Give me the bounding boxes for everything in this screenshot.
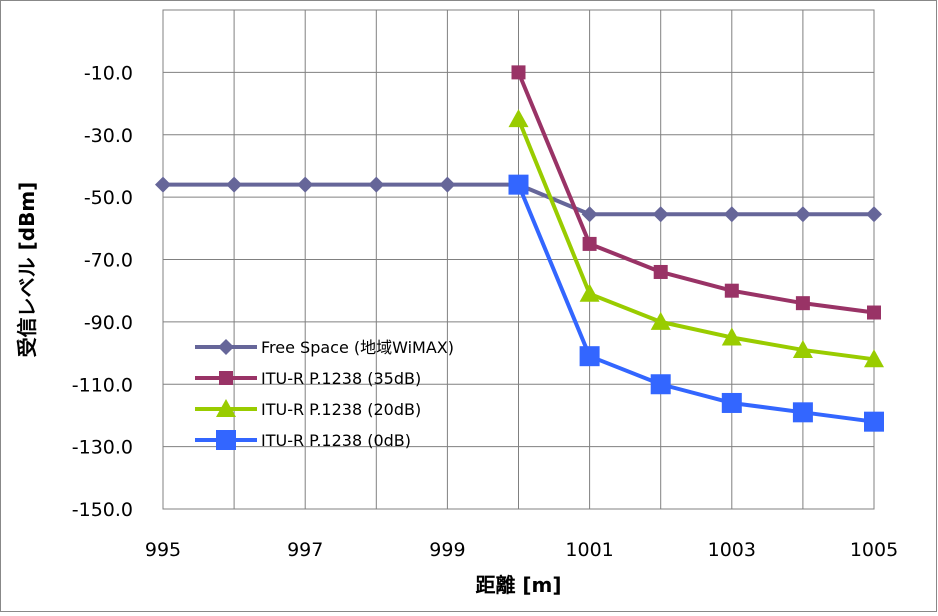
legend-entry: ITU-R P.1238 (20dB) <box>195 399 421 419</box>
data-point <box>653 264 668 279</box>
y-tick-label: -50.0 <box>84 187 133 209</box>
y-tick-label: -30.0 <box>84 125 133 147</box>
series-line <box>516 71 875 315</box>
legend-label: ITU-R P.1238 (0dB) <box>261 431 411 450</box>
data-point <box>218 339 234 355</box>
data-point <box>721 327 742 346</box>
data-point <box>650 374 671 395</box>
data-point <box>867 305 881 320</box>
data-point <box>795 296 810 311</box>
y-tick-label: -90.0 <box>84 312 133 334</box>
legend-label: ITU-R P.1238 (20dB) <box>261 400 421 419</box>
data-point <box>297 176 314 193</box>
data-point <box>216 430 236 450</box>
data-point <box>579 283 600 302</box>
y-axis-ticks: -10.0 -30.0 -50.0 -70.0 -90.0 -110.0 -130.0 -15… <box>72 62 133 521</box>
data-point <box>581 206 598 223</box>
data-point <box>226 176 243 193</box>
legend-entry: ITU-R P.1238 (0dB) <box>195 430 411 450</box>
data-point <box>511 65 526 80</box>
gridlines <box>163 10 874 509</box>
series-line <box>516 183 875 424</box>
series-1 <box>511 65 881 320</box>
x-tick-label: 999 <box>429 539 465 561</box>
y-tick-label: -130.0 <box>72 437 133 459</box>
data-point <box>794 206 811 223</box>
data-point <box>792 402 813 423</box>
x-tick-label: 1003 <box>708 539 756 561</box>
legend-entry: ITU-R P.1238 (35dB) <box>195 369 421 388</box>
data-point <box>508 109 529 128</box>
data-point <box>792 339 813 358</box>
data-point <box>579 346 600 367</box>
data-point <box>582 236 597 251</box>
data-point <box>864 349 884 368</box>
data-point <box>650 311 671 330</box>
data-point <box>724 283 739 298</box>
x-tick-label: 995 <box>145 539 181 561</box>
data-point <box>652 206 669 223</box>
y-tick-label: -150.0 <box>72 499 133 521</box>
y-tick-label: -10.0 <box>84 62 133 84</box>
y-tick-label: -110.0 <box>72 374 133 396</box>
data-point <box>219 371 233 385</box>
x-axis-title: 距離 [m] <box>475 573 561 597</box>
series-2 <box>508 109 884 368</box>
data-point <box>721 392 742 413</box>
x-axis-ticks: 995 997 999 1001 1003 1005 <box>145 539 898 561</box>
x-tick-label: 1001 <box>565 539 613 561</box>
data-point <box>508 174 529 195</box>
legend: Free Space (地域WiMAX) ITU-R P.1238 (35dB) I… <box>195 338 454 450</box>
data-point <box>155 176 171 193</box>
legend-label: Free Space (地域WiMAX) <box>261 338 454 357</box>
data-point <box>723 206 740 223</box>
x-tick-label: 1005 <box>850 539 898 561</box>
data-point <box>439 176 456 193</box>
series-3 <box>508 174 884 432</box>
y-tick-label: -70.0 <box>84 250 133 272</box>
legend-label: ITU-R P.1238 (35dB) <box>261 369 421 388</box>
y-axis-title: 受信レベル [dBm] <box>15 182 39 358</box>
data-point <box>864 411 884 432</box>
data-point <box>216 399 236 417</box>
legend-entry: Free Space (地域WiMAX) <box>195 338 454 357</box>
x-tick-label: 997 <box>287 539 323 561</box>
series-line <box>516 118 875 362</box>
series-layer <box>155 65 884 432</box>
data-point <box>866 206 882 223</box>
data-point <box>368 176 385 193</box>
